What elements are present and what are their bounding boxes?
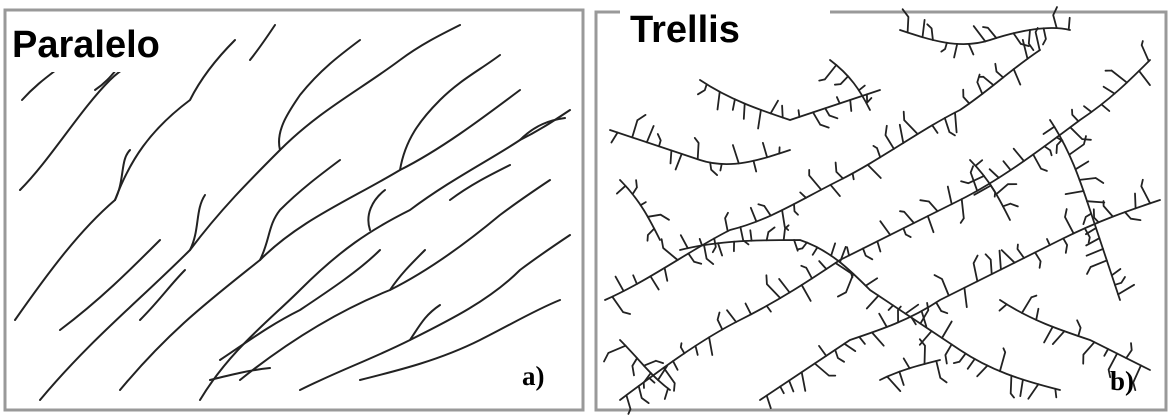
stream-branch — [744, 104, 745, 119]
stream-branch — [853, 173, 854, 179]
stream-branch — [782, 106, 783, 118]
stream-branch — [799, 110, 800, 117]
panel-title: Trellis — [630, 9, 740, 51]
panel-label: b) — [1110, 366, 1134, 396]
stream-branch — [850, 100, 851, 111]
stream-branch — [720, 164, 721, 171]
figure: Paralelo a) Trellis b) — [0, 0, 1170, 415]
stream-branch — [671, 151, 672, 164]
stream-branch — [1135, 194, 1136, 209]
panel-label: a) — [522, 361, 545, 391]
stream-branch — [1069, 18, 1070, 30]
stream-branch — [1055, 389, 1056, 398]
panel-title: Paralelo — [12, 24, 160, 66]
